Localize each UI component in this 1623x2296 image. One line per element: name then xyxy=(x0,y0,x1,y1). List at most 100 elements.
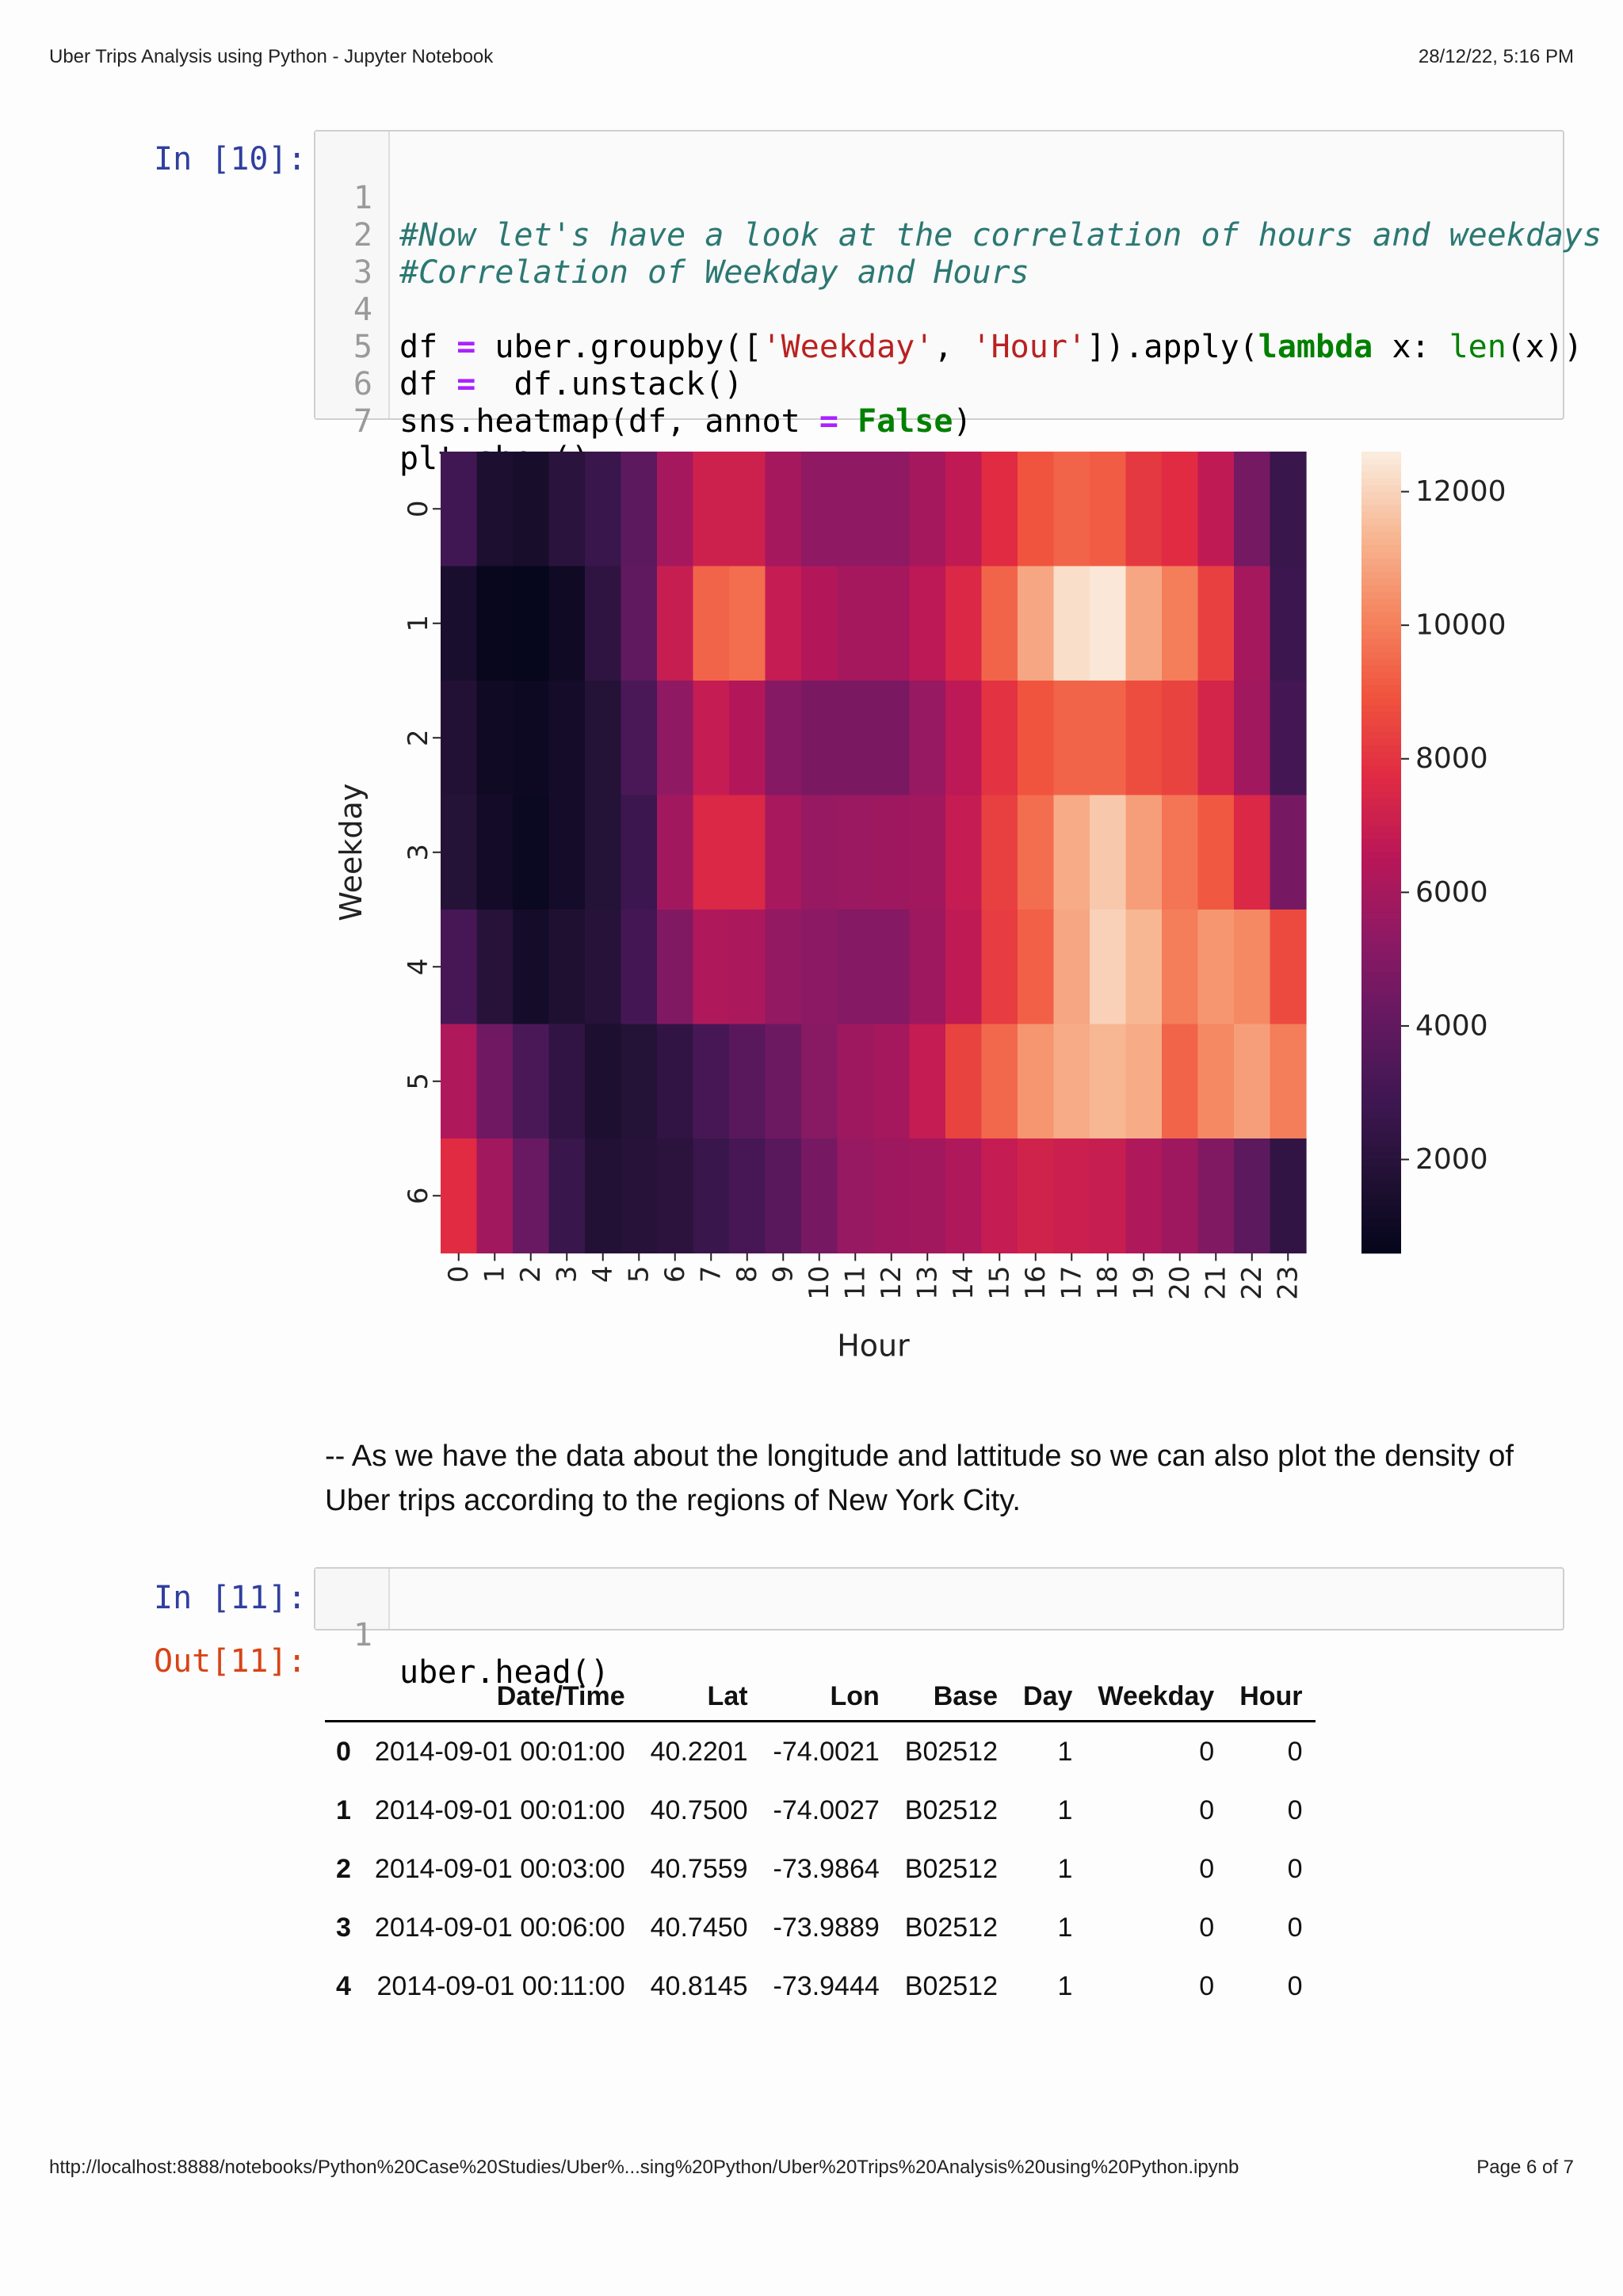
colorbar-tick-label: 10000 xyxy=(1415,609,1507,642)
colorbar-segment xyxy=(1361,1013,1401,1020)
column-header: Day xyxy=(1023,1681,1073,1711)
code-cell-10[interactable]: 1 #Now let's have a look at the correlat… xyxy=(314,130,1602,477)
colorbar-segment xyxy=(1361,605,1401,613)
heatmap-chart: 0 1 2 3 4 5 6 7 8 9 10 11 12 13 14 15 16 17 18 19 20 21 22 2301… xyxy=(334,452,1507,1363)
heatmap-cell xyxy=(1197,795,1235,910)
colorbar-segment xyxy=(1361,1233,1401,1241)
code-token: df xyxy=(399,366,457,402)
heatmap-cell xyxy=(513,910,550,1025)
colorbar-segment xyxy=(1361,631,1401,639)
colorbar-segment xyxy=(1361,1192,1401,1200)
heatmap-cell xyxy=(1197,910,1235,1025)
table-cell: 0 xyxy=(1199,1794,1215,1825)
colorbar-segment xyxy=(1361,498,1401,506)
heatmap-cell xyxy=(873,452,911,567)
table-cell: -73.9864 xyxy=(773,1853,880,1884)
colorbar-segment xyxy=(1361,524,1401,532)
column-header: Lon xyxy=(830,1681,880,1711)
heatmap-cell xyxy=(441,452,478,567)
y-tick-label: 4 xyxy=(403,958,434,975)
table-cell: 2014-09-01 00:01:00 xyxy=(374,1736,625,1767)
code-text: df = df.unstack() xyxy=(399,366,743,403)
colorbar-segment xyxy=(1361,765,1401,773)
colorbar-segment xyxy=(1361,485,1401,493)
heatmap-cell xyxy=(729,566,766,681)
code-line-1: 1 #Now let's have a look at the correlat… xyxy=(315,143,1602,254)
colorbar-segment xyxy=(1361,471,1401,479)
colorbar-segment xyxy=(1361,919,1401,927)
page-url: http://localhost:8888/notebooks/Python%2… xyxy=(49,2157,1239,2178)
x-tick-label: 21 xyxy=(1200,1266,1232,1300)
column-header xyxy=(325,1668,362,1722)
column-header: Lat xyxy=(707,1681,748,1711)
colorbar-segment xyxy=(1361,571,1401,579)
code-cell-11[interactable]: 1 uber.head() xyxy=(314,1567,1564,1691)
column-header: Date/Time xyxy=(496,1681,625,1711)
heatmap-cell xyxy=(801,1138,838,1254)
heatmap-cell xyxy=(981,681,1018,796)
code-line-2: 2 #Correlation of Weekday and Hours xyxy=(315,180,1563,291)
colorbar-segment xyxy=(1361,565,1401,573)
heatmap-cell xyxy=(1125,795,1163,910)
x-tick-label: 10 xyxy=(804,1266,835,1300)
heatmap-cell xyxy=(1018,681,1055,796)
code-token: (x)) xyxy=(1506,329,1583,365)
colorbar-segment xyxy=(1361,705,1401,713)
colorbar-segment xyxy=(1361,992,1401,1000)
table-cell: -73.9444 xyxy=(773,1970,880,2001)
heatmap-cell xyxy=(657,910,694,1025)
colorbar-segment xyxy=(1361,665,1401,673)
colorbar-segment xyxy=(1361,1126,1401,1134)
x-tick-label: 4 xyxy=(587,1266,619,1283)
heatmap-cell xyxy=(909,681,946,796)
heatmap-cell xyxy=(801,452,838,567)
code-editor[interactable]: 1 #Now let's have a look at the correlat… xyxy=(315,143,1602,477)
colorbar-segment xyxy=(1361,639,1401,646)
code-line-1: 1 uber.head() xyxy=(315,1580,1563,1691)
heatmap-cell xyxy=(1270,452,1307,567)
page-number: Page 6 of 7 xyxy=(1476,2157,1574,2178)
heatmap-cell xyxy=(513,1138,550,1254)
markdown-text: -- As we have the data about the longitu… xyxy=(325,1440,1514,1517)
heatmap-cell xyxy=(1197,452,1235,567)
dataframe-output-table: Date/Time Lat Lon Base Day Weekday Hour … xyxy=(325,1668,1316,2016)
colorbar-segment xyxy=(1361,692,1401,700)
heatmap-cell xyxy=(1018,1138,1055,1254)
x-tick-label: 6 xyxy=(659,1266,691,1283)
heatmap-cell xyxy=(1197,566,1235,681)
heatmap-cell xyxy=(657,1138,694,1254)
code-editor[interactable]: 1 uber.head() xyxy=(315,1580,1563,1691)
y-tick-label: 0 xyxy=(403,500,434,517)
code-token: df xyxy=(399,329,457,365)
x-tick-label: 9 xyxy=(767,1266,799,1283)
colorbar-segment xyxy=(1361,1206,1401,1214)
heatmap-cell xyxy=(837,910,874,1025)
colorbar-segment xyxy=(1361,872,1401,880)
x-tick-label: 7 xyxy=(695,1266,727,1283)
heatmap-cell xyxy=(1125,681,1163,796)
heatmap-cell xyxy=(981,795,1018,910)
heatmap-cell xyxy=(621,452,658,567)
heatmap-cell xyxy=(1162,452,1199,567)
colorbar-segment xyxy=(1361,1005,1401,1013)
colorbar-segment xyxy=(1361,1199,1401,1207)
heatmap-cell xyxy=(476,452,514,567)
table-cell: B02512 xyxy=(904,1912,999,1943)
line-number: 3 xyxy=(353,254,372,291)
colorbar-segment xyxy=(1361,538,1401,546)
colorbar-segment xyxy=(1361,532,1401,540)
code-line-3: 3 xyxy=(315,217,1563,291)
table-cell: 0 xyxy=(1199,1736,1215,1767)
heatmap-cell xyxy=(1162,566,1199,681)
heatmap-cell xyxy=(1234,1138,1271,1254)
heatmap-cell xyxy=(873,566,911,681)
colorbar-segment xyxy=(1361,1059,1401,1067)
heatmap-cell xyxy=(548,910,586,1025)
heatmap-cell xyxy=(476,566,514,681)
code-comment: #Correlation of Weekday and Hours xyxy=(399,254,1029,291)
colorbar-segment xyxy=(1361,838,1401,847)
colorbar-segment xyxy=(1361,1165,1401,1174)
table-header-row: Date/Time Lat Lon Base Day Weekday Hour xyxy=(325,1668,1316,1722)
row-index: 2 xyxy=(336,1853,351,1884)
colorbar-segment xyxy=(1361,1025,1401,1034)
